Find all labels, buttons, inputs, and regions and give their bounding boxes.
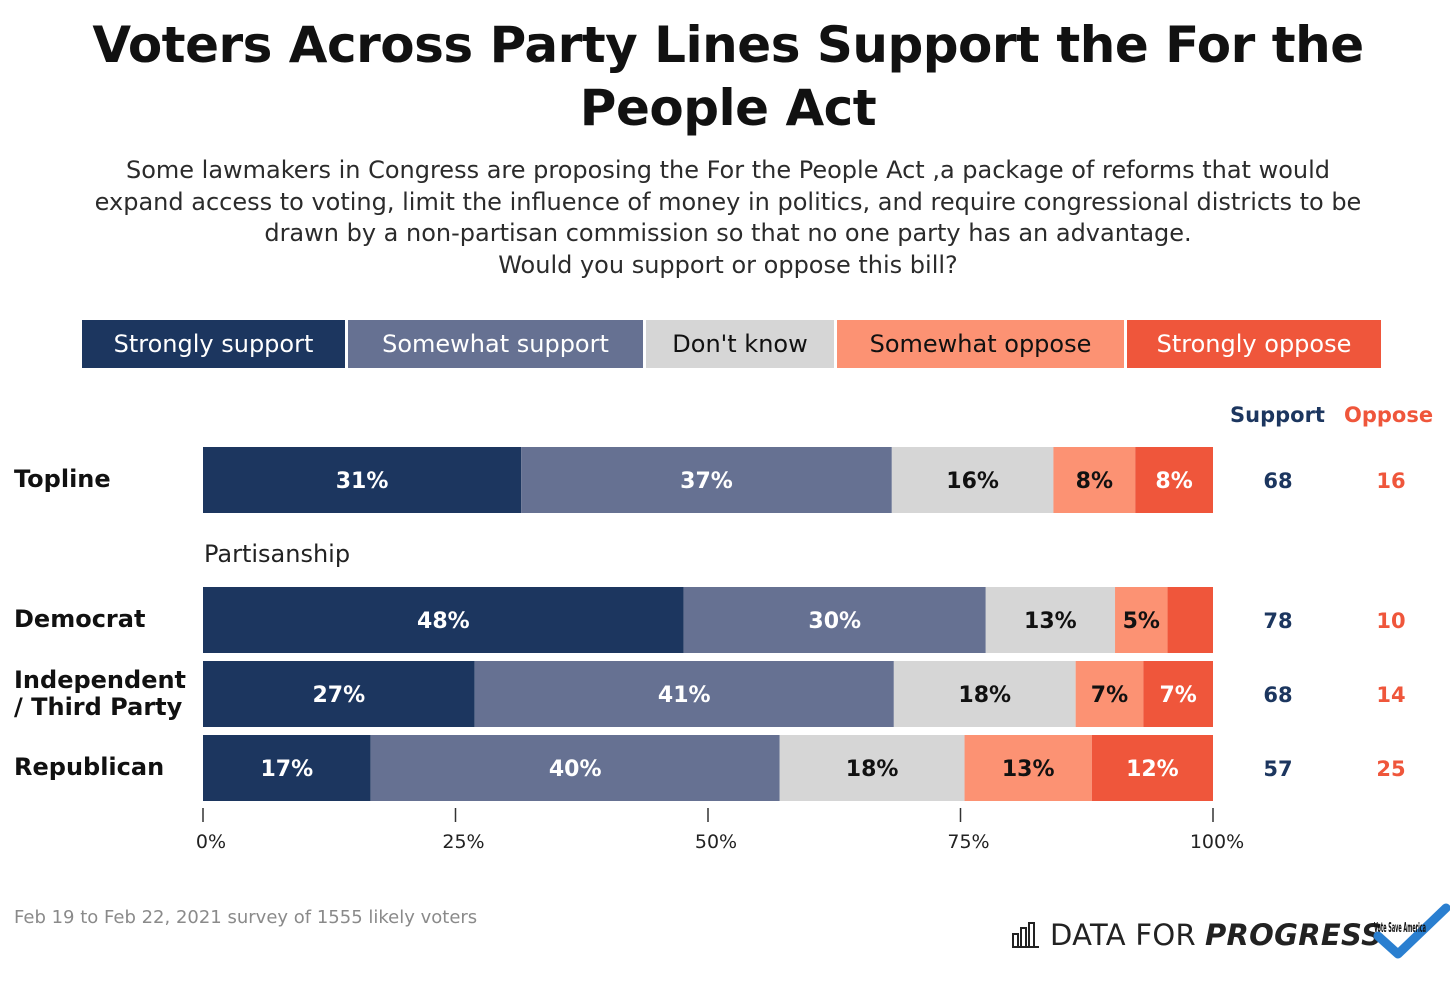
legend-somewhat-oppose: Somewhat oppose	[837, 320, 1124, 368]
bar-somewhat-oppose-republican	[964, 735, 1092, 801]
bar-label: 31%	[336, 469, 389, 494]
oppose-value: 14	[1376, 683, 1406, 707]
data-for-progress-logo: DATA FOR PROGRESS	[1012, 917, 1382, 953]
x-tick-label: 50%	[695, 831, 737, 853]
bar-label: 8%	[1155, 469, 1192, 494]
oppose-value: 25	[1376, 757, 1406, 781]
support-value: 78	[1263, 609, 1293, 633]
subtitle-line: Would you support or oppose this bill?	[498, 250, 958, 279]
bar-label: 41%	[658, 683, 711, 708]
bar-label: 13%	[1024, 609, 1077, 634]
subtitle-line: expand access to voting, limit the influ…	[94, 187, 1362, 216]
bar-label: 27%	[313, 683, 366, 708]
bar-strongly-support-democrat	[203, 587, 684, 653]
logo-text: Vote Save America	[1374, 921, 1426, 936]
chart-title: Voters Across Party Lines Support the Fo…	[0, 14, 1456, 140]
bar-don-t-know-republican	[779, 735, 965, 801]
bar-somewhat-oppose-democrat	[1115, 587, 1168, 653]
row-label-republican: Republican	[14, 753, 165, 781]
chart-title-line-1: Voters Across Party Lines Support the Fo…	[92, 16, 1364, 74]
bar-strongly-oppose-republican	[1091, 735, 1213, 801]
footnote: Feb 19 to Feb 22, 2021 survey of 1555 li…	[14, 907, 478, 928]
x-tick-label: 0%	[196, 831, 226, 853]
bar-label: 48%	[417, 609, 470, 634]
bar-strongly-support-republican	[203, 735, 371, 801]
support-value: 68	[1263, 469, 1293, 493]
legend-dont-know: Don't know	[646, 320, 834, 368]
chart-subtitle: Some lawmakers in Congress are proposing…	[0, 155, 1456, 281]
bar-label: 8%	[1076, 469, 1113, 494]
bar-strongly-oppose-democrat	[1167, 587, 1213, 653]
bar-somewhat-support-independent-third-party	[474, 661, 894, 727]
legend-strongly-oppose: Strongly oppose	[1127, 320, 1381, 368]
bar-don-t-know-independent-third-party	[893, 661, 1076, 727]
oppose-column-header: Oppose	[1344, 403, 1434, 427]
bar-strongly-oppose-independent-third-party	[1143, 661, 1213, 727]
x-tick-label: 100%	[1190, 831, 1244, 853]
bar-label: 37%	[680, 469, 733, 494]
bar-strongly-support-independent-third-party	[203, 661, 475, 727]
bar-label: 7%	[1159, 683, 1196, 708]
support-column-header: Support	[1230, 403, 1325, 427]
chart-title-line-2: People Act	[579, 79, 877, 137]
bar-label: 12%	[1126, 757, 1179, 782]
row-label-topline: Topline	[14, 465, 111, 493]
x-tick-label: 75%	[947, 831, 989, 853]
bar-don-t-know-democrat	[985, 587, 1116, 653]
bar-somewhat-oppose-topline	[1053, 447, 1136, 513]
bar-strongly-support-topline	[203, 447, 522, 513]
bar-label: 30%	[808, 609, 861, 634]
x-tick-label: 25%	[442, 831, 484, 853]
legend: Strongly support Somewhat support Don't …	[82, 320, 1381, 368]
bar-chart-icon	[1012, 922, 1039, 948]
bar-somewhat-support-democrat	[683, 587, 986, 653]
bar-label: 40%	[549, 757, 602, 782]
bar-somewhat-support-topline	[521, 447, 892, 513]
row-label-independent: Independent / Third Party	[14, 666, 187, 721]
bar-label: 5%	[1123, 609, 1160, 634]
bar-don-t-know-topline	[891, 447, 1054, 513]
vote-save-america-logo: Vote Save America	[1373, 903, 1450, 959]
bar-strongly-oppose-topline	[1135, 447, 1213, 513]
bar-label: 17%	[260, 757, 313, 782]
brand-text-part1: DATA FOR	[1050, 918, 1196, 952]
brand-text-part2: PROGRESS	[1204, 918, 1383, 952]
support-value: 68	[1263, 683, 1293, 707]
support-value: 57	[1263, 757, 1293, 781]
subtitle-line: drawn by a non-partisan commission so th…	[264, 219, 1192, 247]
oppose-value: 10	[1376, 609, 1406, 633]
bar-label: 18%	[846, 757, 899, 782]
bar-somewhat-support-republican	[370, 735, 780, 801]
bar-label: 7%	[1091, 683, 1128, 708]
bar-label: 13%	[1002, 757, 1055, 782]
legend-somewhat-support: Somewhat support	[348, 320, 643, 368]
section-label-partisanship: Partisanship	[204, 540, 351, 568]
bar-somewhat-oppose-independent-third-party	[1075, 661, 1144, 727]
row-label-democrat: Democrat	[14, 605, 146, 633]
oppose-value: 16	[1376, 469, 1406, 493]
legend-strongly-support: Strongly support	[82, 320, 345, 368]
bar-label: 16%	[946, 469, 999, 494]
bar-label: 18%	[958, 683, 1011, 708]
subtitle-line: Some lawmakers in Congress are proposing…	[125, 156, 1330, 184]
